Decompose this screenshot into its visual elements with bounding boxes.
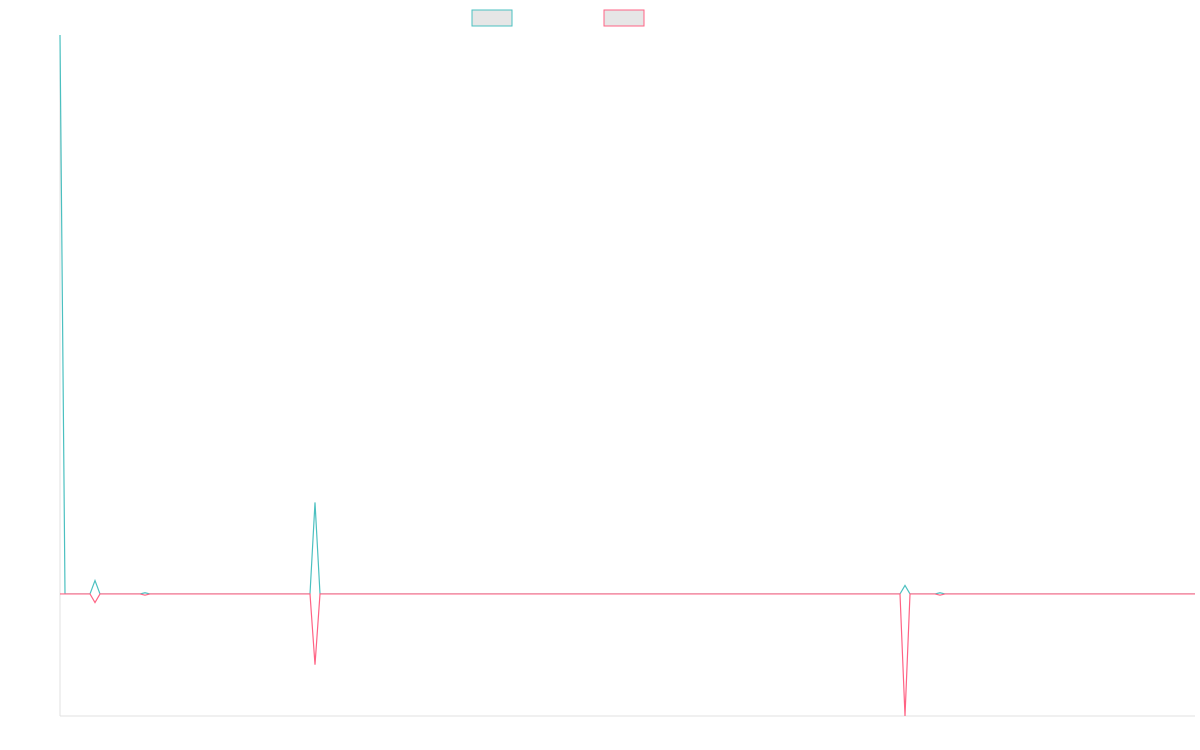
series-line xyxy=(60,593,1195,717)
legend-swatch xyxy=(603,9,645,27)
series-line xyxy=(59,34,1195,595)
legend-swatch xyxy=(471,9,513,27)
